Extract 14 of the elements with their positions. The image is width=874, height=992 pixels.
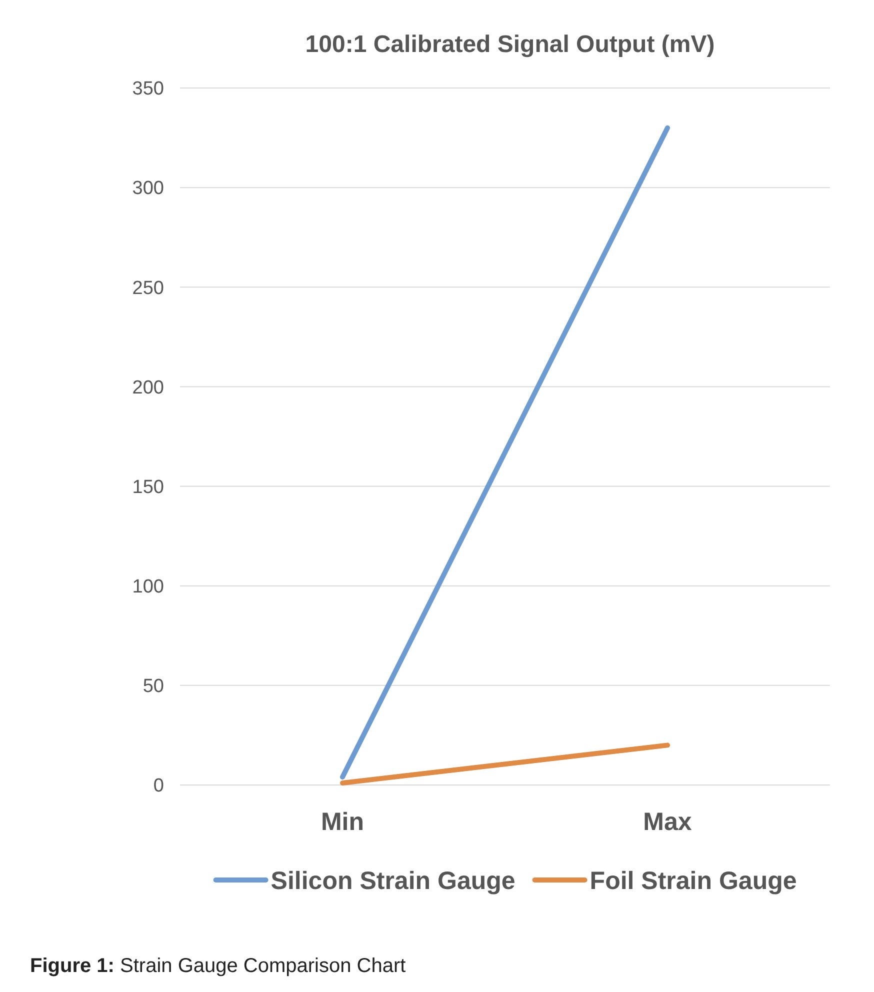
x-tick-label: Max (643, 808, 692, 836)
y-tick-label: 300 (132, 178, 164, 200)
y-tick-label: 200 (132, 377, 164, 398)
y-tick-label: 150 (132, 476, 164, 498)
y-tick-label: 50 (142, 676, 164, 698)
y-tick-label: 0 (153, 776, 164, 797)
y-tick-label: 100 (132, 576, 164, 598)
x-tick-label: Min (320, 808, 364, 836)
y-tick-label: 250 (132, 278, 164, 299)
legend-label: Foil Strain Gauge (590, 866, 797, 895)
y-tick-label: 350 (132, 78, 164, 100)
legend-label: Silicon Strain Gauge (270, 866, 516, 895)
chart-title: 100:1 Calibrated Signal Output (mV) (305, 31, 715, 58)
caption: Figure 1: Strain Gauge Comparison Chart (30, 955, 406, 977)
